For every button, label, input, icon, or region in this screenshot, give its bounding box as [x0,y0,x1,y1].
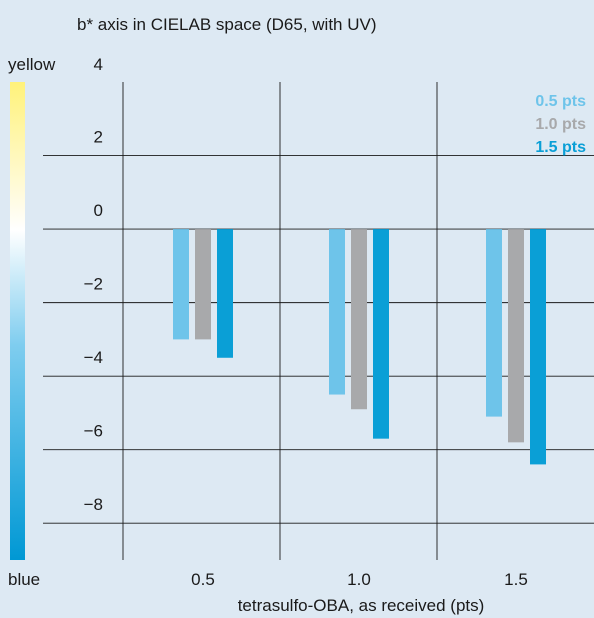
color-scale-bar [10,82,25,560]
bar [173,229,189,339]
legend-entry: 0.5 pts [535,93,586,110]
bar [530,229,546,464]
legend-entry: 1.5 pts [535,139,586,156]
bar [195,229,211,339]
scale-bottom-label: blue [8,570,40,589]
scale-top-label: yellow [8,55,56,74]
bar [329,229,345,394]
y-tick-label: −2 [84,275,103,294]
y-tick-label: 0 [94,201,103,220]
y-tick-label: −4 [84,348,103,367]
legend: 0.5 pts 1.0 pts 1.5 pts [535,93,586,156]
y-tick-label: 2 [94,128,103,147]
x-tick-labels: 0.5 1.0 1.5 [191,570,528,589]
y-tick-label: 4 [94,55,103,74]
y-tick-labels: 4 2 0 −2 −4 −6 −8 [84,55,103,514]
bar [217,229,233,358]
x-tick-label: 0.5 [191,570,215,589]
y-tick-label: −6 [84,422,103,441]
legend-entry: 1.0 pts [535,116,586,133]
x-axis-label: tetrasulfo-OBA, as received (pts) [238,596,485,615]
x-tick-label: 1.5 [504,570,528,589]
chart-title: b* axis in CIELAB space (D65, with UV) [77,15,377,34]
x-tick-label: 1.0 [347,570,371,589]
bar [351,229,367,409]
bar [508,229,524,442]
bar [373,229,389,439]
bar [486,229,502,417]
bars [173,229,546,464]
y-tick-label: −8 [84,495,103,514]
